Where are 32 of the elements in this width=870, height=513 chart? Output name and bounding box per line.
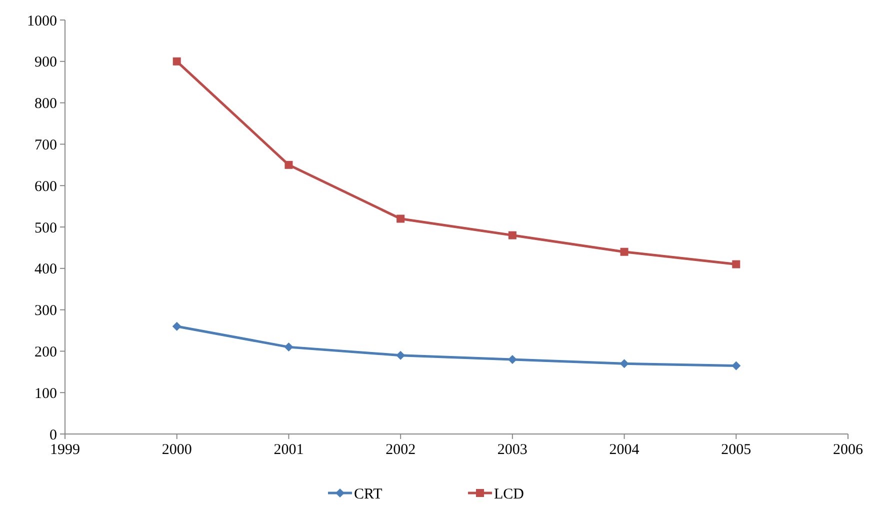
y-tick-label: 800 [34,96,57,112]
point [396,214,405,223]
y-tick-label: 700 [34,137,57,154]
y-tick-label: 400 [34,262,57,278]
point [620,359,629,368]
y-tick-label: 1000 [27,13,57,30]
y-tick-label: 900 [34,54,57,71]
y-tick-label: 300 [34,303,57,320]
point [508,231,516,240]
x-tick-label: 2000 [162,442,192,458]
point [172,57,181,66]
point [732,260,740,268]
x-tick-label: 2001 [274,442,304,458]
point [284,342,294,352]
point [620,248,628,256]
legend-label: CRT [354,486,382,502]
y-tick-label: 100 [34,386,57,402]
point [172,322,182,331]
y-tick-label: 600 [34,178,57,195]
y-tick-label: 200 [34,344,57,360]
x-tick-label: 1999 [50,442,80,458]
point [732,361,741,370]
x-tick-label: 2006 [833,442,864,458]
y-tick-label: 500 [34,220,57,236]
x-tick-label: 2003 [497,442,528,458]
y-tick-label: 0 [50,427,57,444]
x-tick-label: 2002 [386,442,416,458]
x-tick-label: 2004 [609,442,640,458]
point [396,350,406,360]
point [284,160,293,169]
x-tick-label: 2005 [721,442,752,458]
legend-label: LCD [494,486,524,502]
